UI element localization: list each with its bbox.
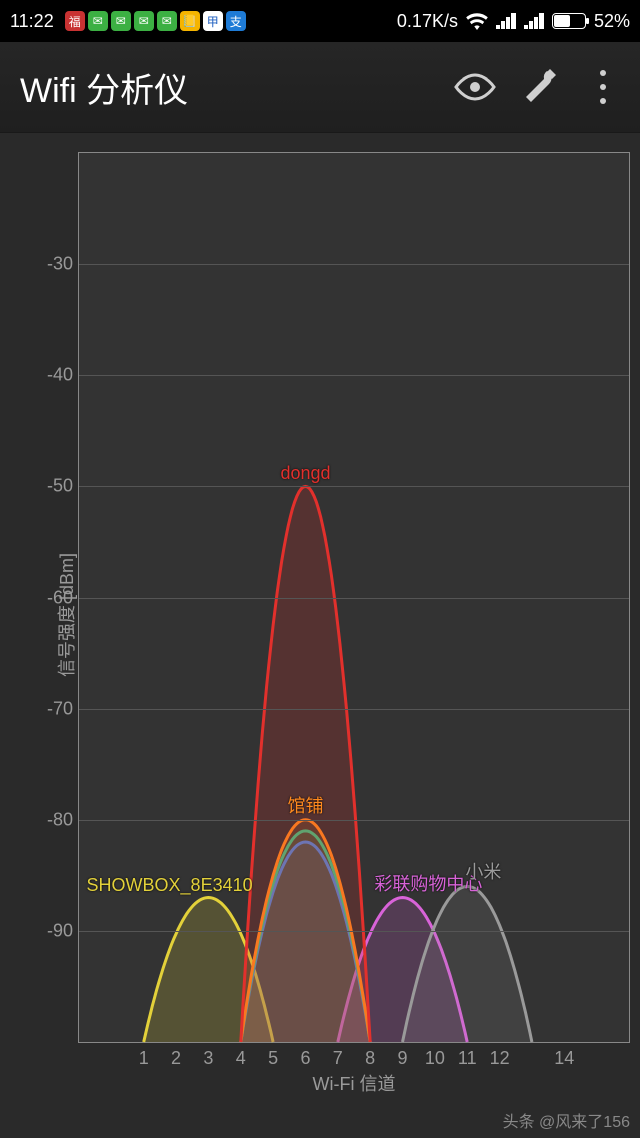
- gridline: [79, 486, 629, 487]
- x-tick-label: 8: [365, 1048, 375, 1069]
- x-tick-label: 9: [398, 1048, 408, 1069]
- notif-app-icon: 福: [65, 11, 85, 31]
- y-tick-label: -70: [47, 698, 73, 719]
- notif-app-icon: 甲: [203, 11, 223, 31]
- y-axis-label: 信号强度 [dBm]: [53, 553, 79, 677]
- watermark: 头条 @风来了156: [503, 1108, 630, 1132]
- overflow-menu-icon[interactable]: [580, 64, 626, 110]
- notification-icons: 福✉✉✉✉📒甲支: [65, 11, 246, 31]
- y-tick-label: -90: [47, 920, 73, 941]
- status-bar-right: 0.17K/s 52%: [397, 11, 630, 32]
- x-tick-label: 5: [268, 1048, 278, 1069]
- gridline: [79, 375, 629, 376]
- gridline: [79, 264, 629, 265]
- notif-app-icon: ✉: [111, 11, 131, 31]
- x-tick-label: 1: [139, 1048, 149, 1069]
- notif-app-icon: 📒: [180, 11, 200, 31]
- data-rate: 0.17K/s: [397, 11, 458, 32]
- y-tick-label: -80: [47, 809, 73, 830]
- x-axis-label: Wi-Fi 信道: [313, 1070, 396, 1096]
- x-tick-label: 10: [425, 1048, 445, 1069]
- notif-app-icon: ✉: [88, 11, 108, 31]
- wrench-icon[interactable]: [516, 64, 562, 110]
- battery-percent: 52%: [594, 11, 630, 32]
- notif-app-icon: ✉: [134, 11, 154, 31]
- wifi-icon: [466, 12, 488, 30]
- notif-app-icon: ✉: [157, 11, 177, 31]
- gridline: [79, 709, 629, 710]
- x-tick-label: 2: [171, 1048, 181, 1069]
- gridline: [79, 820, 629, 821]
- status-time: 11:22: [10, 11, 54, 32]
- x-tick-label: 3: [203, 1048, 213, 1069]
- x-tick-label: 4: [236, 1048, 246, 1069]
- signal-icon-2: [524, 13, 544, 29]
- battery-icon: [552, 13, 586, 29]
- y-tick-label: -50: [47, 476, 73, 497]
- chart-area: 信号强度 [dBm] Wi-Fi 信道 -30-40-50-60-70-80-9…: [0, 132, 640, 1098]
- x-tick-label: 6: [300, 1048, 310, 1069]
- x-tick-label: 12: [490, 1048, 510, 1069]
- eye-icon[interactable]: [452, 64, 498, 110]
- status-bar-left: 11:22 福✉✉✉✉📒甲支: [10, 11, 246, 32]
- gridline: [79, 598, 629, 599]
- app-bar: Wifi 分析仪: [0, 42, 640, 132]
- y-tick-label: -30: [47, 254, 73, 275]
- y-tick-label: -40: [47, 365, 73, 386]
- plot-region: Wi-Fi 信道 -30-40-50-60-70-80-901234567891…: [78, 152, 630, 1043]
- y-tick-label: -60: [47, 587, 73, 608]
- signal-icon: [496, 13, 516, 29]
- notif-app-icon: 支: [226, 11, 246, 31]
- x-tick-label: 7: [333, 1048, 343, 1069]
- x-tick-label: 11: [458, 1048, 477, 1069]
- x-tick-label: 14: [554, 1048, 574, 1069]
- app-title: Wifi 分析仪: [20, 63, 434, 112]
- gridline: [79, 931, 629, 932]
- status-bar: 11:22 福✉✉✉✉📒甲支 0.17K/s 52%: [0, 0, 640, 42]
